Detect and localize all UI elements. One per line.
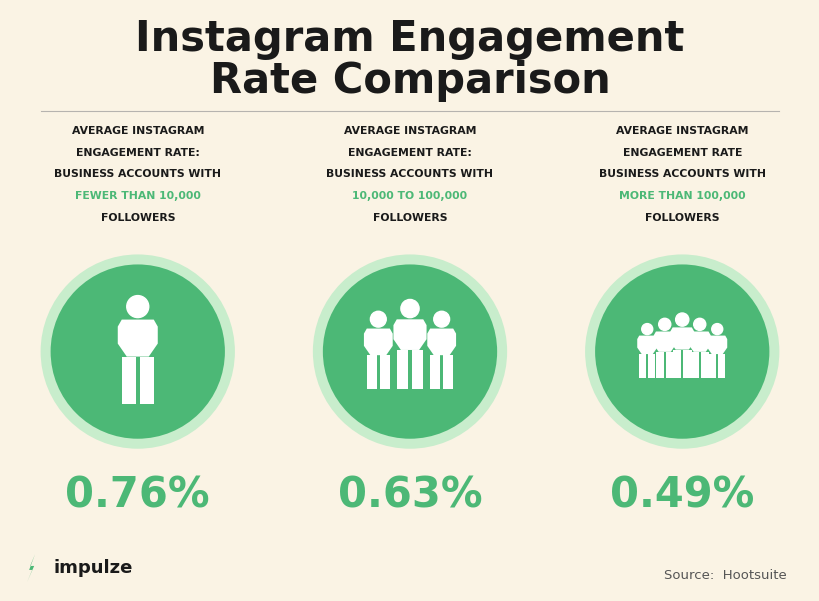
Text: 0.49%: 0.49%: [609, 475, 753, 517]
Circle shape: [400, 299, 419, 318]
Text: FOLLOWERS: FOLLOWERS: [645, 213, 718, 223]
Polygon shape: [648, 354, 654, 377]
Polygon shape: [393, 319, 426, 350]
Polygon shape: [700, 352, 708, 377]
Circle shape: [127, 296, 148, 317]
Circle shape: [675, 313, 688, 326]
Text: BUSINESS ACCOUNTS WITH: BUSINESS ACCOUNTS WITH: [598, 169, 765, 180]
Circle shape: [693, 319, 705, 331]
Text: AVERAGE INSTAGRAM: AVERAGE INSTAGRAM: [71, 126, 204, 136]
Text: Instagram Engagement: Instagram Engagement: [135, 18, 684, 60]
Polygon shape: [396, 350, 408, 389]
Circle shape: [323, 264, 496, 439]
Circle shape: [658, 319, 670, 331]
Text: AVERAGE INSTAGRAM: AVERAGE INSTAGRAM: [343, 126, 476, 136]
Polygon shape: [427, 329, 455, 355]
Polygon shape: [717, 354, 724, 377]
Circle shape: [41, 254, 234, 449]
Circle shape: [433, 311, 449, 327]
Text: 10,000 TO 100,000: 10,000 TO 100,000: [352, 191, 467, 201]
Polygon shape: [708, 354, 715, 377]
Text: FOLLOWERS: FOLLOWERS: [373, 213, 446, 223]
Polygon shape: [430, 355, 440, 389]
Polygon shape: [672, 350, 681, 378]
Text: FOLLOWERS: FOLLOWERS: [101, 213, 174, 223]
Polygon shape: [139, 356, 154, 404]
Text: BUSINESS ACCOUNTS WITH: BUSINESS ACCOUNTS WITH: [54, 169, 221, 180]
Circle shape: [595, 264, 768, 439]
Polygon shape: [639, 354, 645, 377]
Polygon shape: [688, 332, 710, 352]
Polygon shape: [653, 332, 675, 352]
Polygon shape: [682, 350, 691, 378]
Circle shape: [51, 264, 224, 439]
Text: Rate Comparison: Rate Comparison: [210, 60, 609, 102]
Text: AVERAGE INSTAGRAM: AVERAGE INSTAGRAM: [615, 126, 748, 136]
Text: ENGAGEMENT RATE: ENGAGEMENT RATE: [622, 148, 741, 158]
Polygon shape: [411, 350, 423, 389]
Polygon shape: [665, 352, 672, 377]
Circle shape: [313, 254, 506, 449]
Polygon shape: [655, 352, 663, 377]
Circle shape: [370, 311, 386, 327]
Text: ENGAGEMENT RATE:: ENGAGEMENT RATE:: [347, 148, 472, 158]
Polygon shape: [366, 355, 377, 389]
Text: Source:  Hootsuite: Source: Hootsuite: [663, 569, 786, 582]
Circle shape: [585, 254, 778, 449]
Polygon shape: [364, 329, 392, 355]
Polygon shape: [706, 335, 726, 354]
Text: FEWER THAN 10,000: FEWER THAN 10,000: [75, 191, 201, 201]
Circle shape: [711, 323, 722, 335]
Text: ENGAGEMENT RATE:: ENGAGEMENT RATE:: [75, 148, 200, 158]
Polygon shape: [379, 355, 389, 389]
Polygon shape: [121, 356, 136, 404]
Text: impulze: impulze: [53, 559, 133, 577]
Text: 0.76%: 0.76%: [66, 475, 210, 517]
Text: MORE THAN 100,000: MORE THAN 100,000: [618, 191, 744, 201]
Circle shape: [641, 323, 652, 335]
Polygon shape: [27, 554, 35, 582]
Polygon shape: [669, 328, 694, 350]
Polygon shape: [442, 355, 453, 389]
Polygon shape: [118, 320, 157, 356]
Text: 0.63%: 0.63%: [337, 475, 482, 517]
Text: BUSINESS ACCOUNTS WITH: BUSINESS ACCOUNTS WITH: [326, 169, 493, 180]
Polygon shape: [636, 335, 657, 354]
Polygon shape: [690, 352, 698, 377]
